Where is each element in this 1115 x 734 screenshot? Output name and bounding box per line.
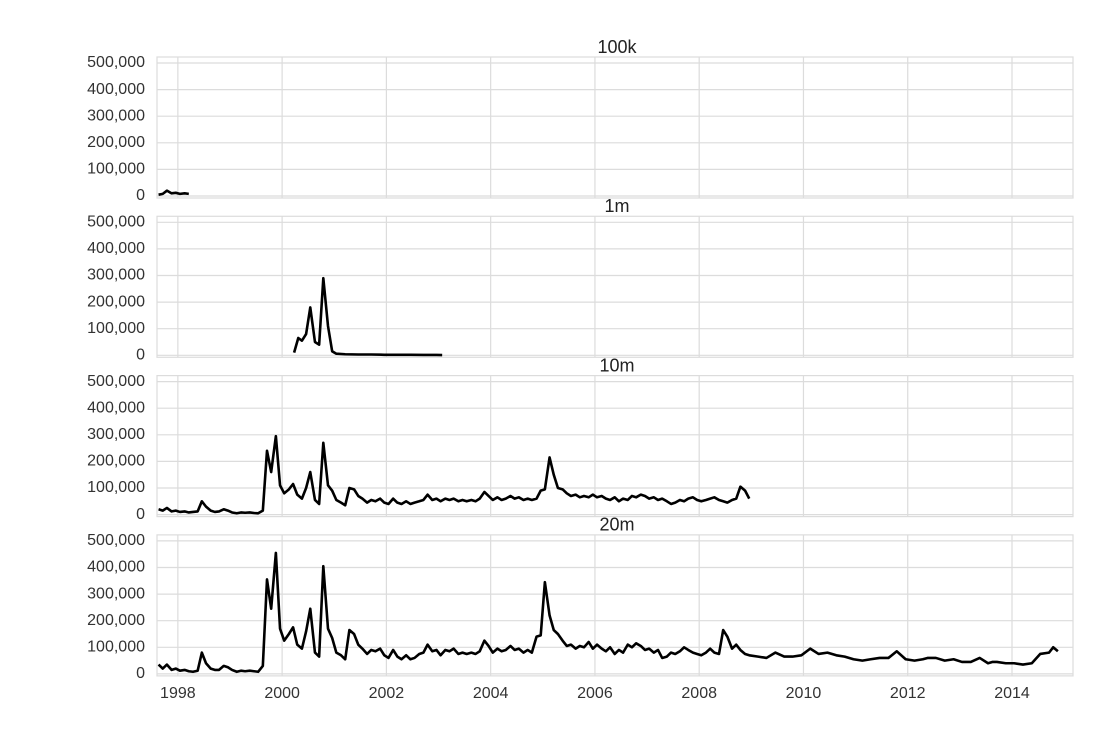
plot-frame — [156, 56, 1074, 199]
chart-title: 20m — [599, 515, 634, 535]
y-tick-label: 100,000 — [87, 479, 145, 496]
y-tick-label: 300,000 — [87, 585, 145, 602]
y-tick-label: 0 — [136, 347, 145, 364]
y-tick-label: 200,000 — [87, 453, 145, 470]
data-line — [158, 434, 751, 515]
x-tick-label: 2014 — [994, 685, 1030, 702]
plot-frame — [156, 375, 1074, 518]
data-line — [292, 276, 443, 357]
y-tick-label: 0 — [136, 506, 145, 523]
y-tick-label: 400,000 — [87, 559, 145, 576]
y-tick-label: 400,000 — [87, 240, 145, 257]
y-tick-label: 500,000 — [87, 214, 145, 231]
x-tick-label: 2008 — [681, 685, 717, 702]
y-tick-label: 100,000 — [87, 639, 145, 656]
y-tick-label: 100,000 — [87, 161, 145, 178]
y-tick-label: 500,000 — [87, 373, 145, 390]
y-tick-label: 200,000 — [87, 134, 145, 151]
x-tick-label: 2000 — [264, 685, 300, 702]
y-tick-label: 300,000 — [87, 426, 145, 443]
x-tick-label: 2010 — [786, 685, 822, 702]
y-tick-label: 300,000 — [87, 107, 145, 124]
y-tick-label: 200,000 — [87, 612, 145, 629]
y-tick-label: 300,000 — [87, 267, 145, 284]
data-line — [157, 551, 1059, 674]
chart-title: 10m — [599, 355, 634, 375]
x-tick-label: 2002 — [369, 685, 405, 702]
x-tick-label: 2012 — [890, 685, 926, 702]
y-tick-label: 200,000 — [87, 293, 145, 310]
plot-frame — [156, 215, 1074, 358]
x-tick-label: 2004 — [473, 685, 509, 702]
data-line — [158, 189, 189, 196]
x-tick-label: 2006 — [577, 685, 613, 702]
y-tick-label: 400,000 — [87, 81, 145, 98]
y-tick-label: 100,000 — [87, 320, 145, 337]
y-tick-label: 500,000 — [87, 532, 145, 549]
y-tick-label: 0 — [136, 665, 145, 682]
plot-frame — [156, 534, 1074, 677]
y-tick-label: 500,000 — [87, 54, 145, 71]
y-tick-label: 0 — [136, 187, 145, 204]
x-tick-label: 1998 — [160, 685, 196, 702]
chart-title: 1m — [604, 196, 629, 216]
y-tick-label: 400,000 — [87, 399, 145, 416]
chart-title: 100k — [597, 37, 637, 57]
